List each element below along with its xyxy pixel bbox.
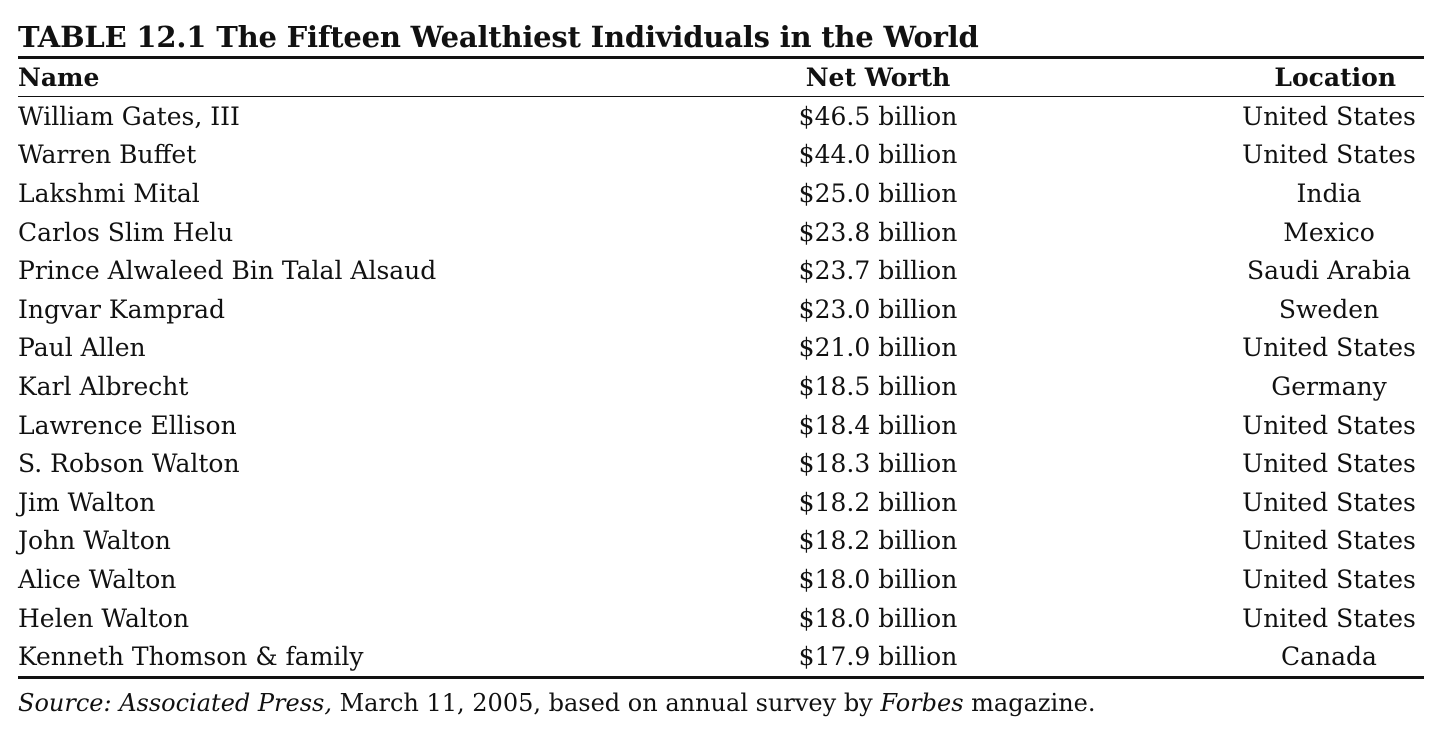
table-row: Ingvar Kamprad $23.0 billion Sweden <box>18 290 1424 329</box>
cell-location: Saudi Arabia <box>1247 256 1411 286</box>
cell-name: Kenneth Thomson & family <box>18 642 364 672</box>
cell-name: Jim Walton <box>18 487 156 517</box>
table-row: Alice Walton $18.0 billion United States <box>18 560 1424 599</box>
cell-location: United States <box>1242 140 1416 170</box>
cell-name: S. Robson Walton <box>18 449 240 479</box>
cell-location: United States <box>1242 333 1416 363</box>
table-caption: The Fifteen Wealthiest Individuals in th… <box>216 20 979 54</box>
cell-net-worth: $25.0 billion <box>798 178 958 208</box>
cell-location: United States <box>1242 101 1416 131</box>
cell-location: United States <box>1242 603 1416 633</box>
table-row: Prince Alwaleed Bin Talal Alsaud $23.7 bi… <box>18 251 1424 290</box>
table-title: TABLE 12.1 The Fifteen Wealthiest Individ… <box>18 18 1424 56</box>
header-name: Name <box>18 63 100 92</box>
cell-net-worth: $18.3 billion <box>798 449 958 479</box>
table-row: Lawrence Ellison $18.4 billion United Stat… <box>18 406 1424 445</box>
table-figure: TABLE 12.1 The Fifteen Wealthiest Individ… <box>18 18 1424 717</box>
source-suffix: magazine. <box>963 688 1096 717</box>
cell-location: Germany <box>1271 371 1387 401</box>
cell-location: United States <box>1242 487 1416 517</box>
cell-location: India <box>1296 178 1362 208</box>
table-number: TABLE 12.1 <box>18 20 207 54</box>
cell-name: William Gates, III <box>18 101 240 131</box>
cell-location: United States <box>1242 449 1416 479</box>
table-row: S. Robson Walton $18.3 billion United Stat… <box>18 444 1424 483</box>
source-label: Source: <box>18 688 112 717</box>
cell-name: Paul Allen <box>18 333 146 363</box>
source-date-text: March 11, 2005, based on annual survey b… <box>331 688 881 717</box>
cell-name: Prince Alwaleed Bin Talal Alsaud <box>18 256 437 286</box>
cell-name: Helen Walton <box>18 603 190 633</box>
cell-net-worth: $18.0 billion <box>798 603 958 633</box>
cell-name: John Walton <box>18 526 171 556</box>
cell-net-worth: $18.2 billion <box>798 526 958 556</box>
header-rule <box>18 96 1424 97</box>
cell-net-worth: $18.5 billion <box>798 371 958 401</box>
cell-name: Warren Buffet <box>18 140 197 170</box>
cell-name: Ingvar Kamprad <box>18 294 226 324</box>
cell-name: Carlos Slim Helu <box>18 217 234 247</box>
cell-name: Alice Walton <box>18 564 177 594</box>
table-row: Lakshmi Mital $25.0 billion India <box>18 174 1424 213</box>
table-row: Jim Walton $18.2 billion United States <box>18 483 1424 522</box>
cell-location: United States <box>1242 564 1416 594</box>
cell-location: United States <box>1242 410 1416 440</box>
source-publication: Associated Press, <box>119 688 332 717</box>
source-magazine: Forbes <box>880 688 964 717</box>
cell-net-worth: $23.0 billion <box>798 294 958 324</box>
table-row: Carlos Slim Helu $23.8 billion Mexico <box>18 213 1424 252</box>
top-rule <box>18 56 1424 59</box>
table-body: William Gates, III $46.5 billion United St… <box>18 97 1424 676</box>
source-note: Source: Associated Press, March 11, 2005… <box>18 689 1424 717</box>
table-row: Paul Allen $21.0 billion United States <box>18 329 1424 368</box>
header-net-worth: Net Worth <box>805 63 951 92</box>
wealth-table: Name Net Worth Location William Gates, I… <box>18 59 1424 676</box>
cell-net-worth: $23.7 billion <box>798 256 958 286</box>
cell-name: Lakshmi Mital <box>18 178 200 208</box>
header-location: Location <box>1274 63 1396 92</box>
table-row: John Walton $18.2 billion United States <box>18 522 1424 561</box>
cell-net-worth: $46.5 billion <box>798 101 958 131</box>
cell-location: Mexico <box>1283 217 1375 247</box>
cell-net-worth: $23.8 billion <box>798 217 958 247</box>
cell-net-worth: $17.9 billion <box>798 642 958 672</box>
cell-net-worth: $18.2 billion <box>798 487 958 517</box>
header-row: Name Net Worth Location <box>18 59 1424 96</box>
cell-name: Lawrence Ellison <box>18 410 237 440</box>
cell-net-worth: $18.0 billion <box>798 564 958 594</box>
cell-name: Karl Albrecht <box>18 371 189 401</box>
cell-net-worth: $44.0 billion <box>798 140 958 170</box>
table-row: Helen Walton $18.0 billion United States <box>18 599 1424 638</box>
cell-location: Sweden <box>1278 294 1380 324</box>
bottom-rule <box>18 675 1424 679</box>
table-row: Kenneth Thomson & family $17.9 billion Can… <box>18 637 1424 676</box>
table-row: Karl Albrecht $18.5 billion Germany <box>18 367 1424 406</box>
cell-location: United States <box>1242 526 1416 556</box>
cell-net-worth: $21.0 billion <box>798 333 958 363</box>
table-row: Warren Buffet $44.0 billion United States <box>18 136 1424 175</box>
cell-net-worth: $18.4 billion <box>798 410 958 440</box>
table-row: William Gates, III $46.5 billion United St… <box>18 97 1424 136</box>
cell-location: Canada <box>1281 642 1377 672</box>
